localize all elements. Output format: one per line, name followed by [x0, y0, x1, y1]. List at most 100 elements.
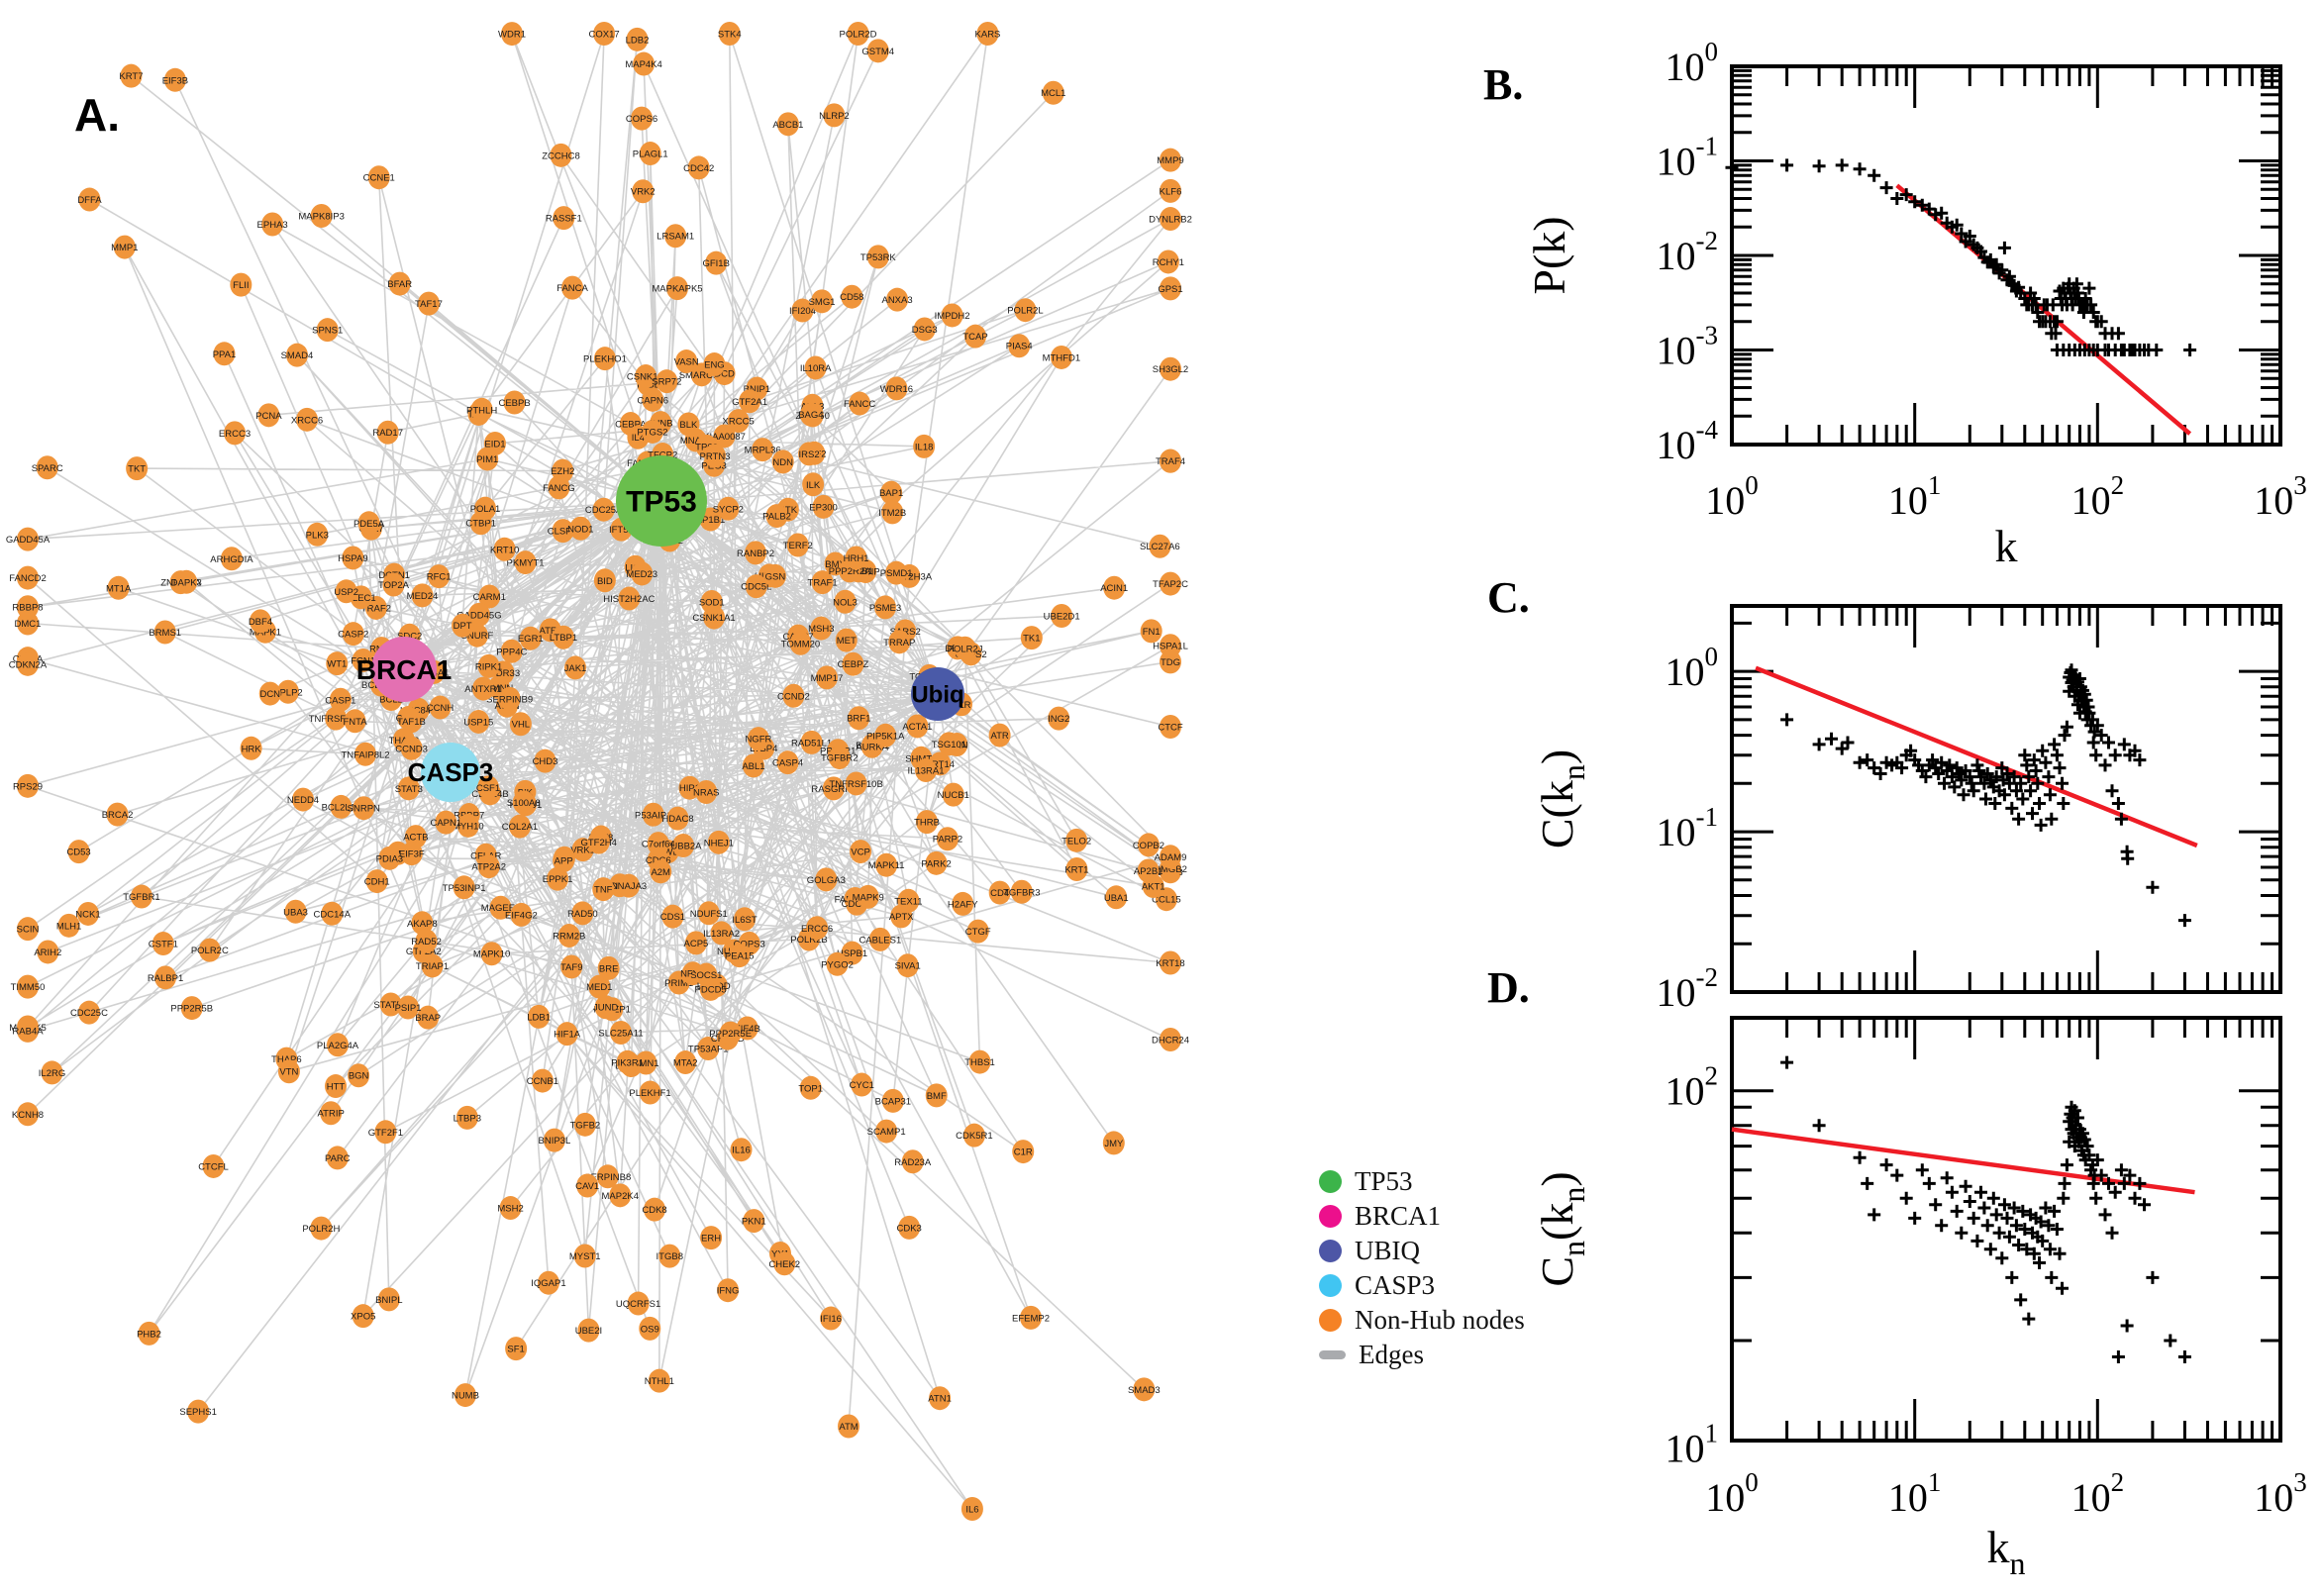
network-node[interactable]: TP53AP1: [688, 1036, 729, 1060]
network-node[interactable]: PPP2R5B: [170, 996, 213, 1021]
network-node[interactable]: FN1: [1140, 619, 1162, 644]
network-node[interactable]: DHCR24: [1152, 1027, 1189, 1051]
network-node[interactable]: TCAP: [962, 324, 988, 349]
network-node[interactable]: POLR2L: [1007, 298, 1044, 323]
network-node[interactable]: RAD51L1: [791, 730, 832, 754]
network-node[interactable]: ABL1: [742, 753, 765, 778]
network-node[interactable]: MSH3: [808, 616, 835, 641]
network-node[interactable]: TELO2: [1061, 828, 1091, 852]
network-node[interactable]: SLC27A6: [1140, 534, 1180, 558]
network-node[interactable]: JAK1: [564, 655, 587, 680]
network-node[interactable]: RRM2B: [553, 924, 585, 948]
network-node[interactable]: CASP4: [772, 750, 803, 775]
network-node[interactable]: PSMD1: [880, 560, 913, 585]
network-node[interactable]: ATP2A2: [471, 854, 506, 879]
network-node[interactable]: PKN1: [742, 1209, 766, 1234]
network-node[interactable]: UBA1: [1104, 885, 1129, 910]
network-node[interactable]: CABLES1: [858, 927, 901, 951]
network-node[interactable]: TNFAIP8L2: [341, 742, 390, 766]
network-node[interactable]: RAB4A: [12, 1018, 44, 1043]
network-node[interactable]: NDUFS1: [690, 901, 728, 926]
network-node[interactable]: MAPK8IP3: [298, 204, 345, 229]
network-node[interactable]: FNTA: [343, 709, 367, 734]
network-node[interactable]: EFEMP2: [1012, 1305, 1050, 1330]
network-node[interactable]: CSNK1A1: [692, 605, 736, 630]
network-node[interactable]: CD58: [840, 284, 863, 309]
network-node[interactable]: APLP2: [273, 679, 303, 704]
network-node[interactable]: TOMM20: [781, 631, 820, 655]
network-node[interactable]: TKT: [126, 456, 149, 481]
network-node[interactable]: ANTXR1: [464, 676, 502, 701]
network-node[interactable]: POLR2D: [840, 22, 877, 46]
network-node[interactable]: NGFR: [745, 727, 772, 751]
network-node[interactable]: SLC25A11: [598, 1021, 644, 1046]
network-node[interactable]: MYST1: [569, 1244, 601, 1268]
network-node[interactable]: ITM2B: [878, 500, 906, 525]
network-node[interactable]: DNAJA3: [611, 873, 647, 898]
network-node[interactable]: IL13RA2: [703, 921, 740, 946]
network-node[interactable]: PHB2: [137, 1321, 161, 1346]
network-node[interactable]: TRAF1: [808, 570, 838, 595]
network-node[interactable]: GADD45G: [456, 602, 502, 627]
network-node[interactable]: ATM: [838, 1414, 860, 1439]
network-node[interactable]: TAF1B: [397, 709, 426, 734]
network-node[interactable]: BRMS1: [149, 620, 181, 645]
network-node[interactable]: ARHGDIA: [210, 547, 253, 571]
network-node[interactable]: BNIPL: [375, 1287, 403, 1312]
network-node[interactable]: PIP5K1A: [866, 723, 905, 748]
network-node[interactable]: IFNG: [717, 1278, 740, 1303]
network-node[interactable]: SMAD4: [281, 343, 314, 367]
network-node[interactable]: GOLGA3: [807, 867, 846, 892]
network-node[interactable]: IL13RA1: [908, 758, 945, 783]
network-node[interactable]: RANBP2: [737, 541, 774, 565]
network-node[interactable]: PCNA: [255, 403, 282, 428]
network-node[interactable]: VCP: [850, 840, 872, 864]
network-node[interactable]: CDK8: [642, 1197, 667, 1222]
network-node[interactable]: MAP2K4: [602, 1183, 640, 1208]
network-node[interactable]: FANCG: [543, 475, 575, 500]
network-node[interactable]: LDB1: [527, 1004, 551, 1029]
network-node[interactable]: TGFBR2: [821, 746, 858, 770]
network-node[interactable]: CDH1: [364, 869, 390, 894]
network-node[interactable]: COPS6: [626, 106, 657, 131]
network-node[interactable]: TGFB2: [570, 1112, 601, 1137]
network-node[interactable]: CCND3: [395, 736, 428, 760]
network-node[interactable]: HRK: [240, 736, 262, 760]
network-node[interactable]: SNRPN: [348, 796, 380, 821]
network-node[interactable]: TRAF4: [1156, 449, 1185, 473]
network-node[interactable]: CARM1: [473, 584, 506, 609]
network-node[interactable]: ERH: [700, 1226, 723, 1250]
network-node[interactable]: EIF4B: [734, 1016, 760, 1041]
network-node[interactable]: ARIH2: [34, 940, 61, 964]
network-node[interactable]: HSPA1L: [1153, 634, 1188, 658]
network-node[interactable]: ING2: [1048, 706, 1069, 731]
network-node[interactable]: SEPHS1: [179, 1399, 217, 1424]
network-node[interactable]: CCND2: [777, 683, 810, 708]
network-node[interactable]: JUND: [593, 995, 618, 1020]
network-node[interactable]: PPP4C: [496, 639, 527, 663]
network-node[interactable]: RASSF1: [546, 206, 582, 231]
network-node[interactable]: PLK3: [306, 522, 329, 547]
network-node[interactable]: P53AIP1: [635, 802, 672, 827]
network-node[interactable]: GADD45A: [6, 527, 50, 551]
network-node[interactable]: EIF4G2: [505, 902, 538, 927]
network-node[interactable]: DCN: [258, 681, 281, 706]
network-node[interactable]: JMY: [1102, 1131, 1125, 1155]
network-node[interactable]: AKAP8: [407, 911, 438, 936]
network-node[interactable]: RAD50: [567, 901, 598, 926]
network-node[interactable]: BCAP31: [875, 1088, 911, 1113]
network-node[interactable]: KRT10: [490, 537, 519, 561]
hub-node-casp3[interactable]: CASP3: [408, 743, 494, 802]
network-node[interactable]: SERPINB9: [486, 686, 533, 711]
network-node[interactable]: IMPDH2: [935, 303, 970, 328]
network-node[interactable]: PLEKHF1: [629, 1080, 671, 1105]
network-node[interactable]: PEA15: [725, 944, 755, 968]
network-node[interactable]: UQCRFS1: [616, 1291, 660, 1316]
network-node[interactable]: CTCF: [1158, 714, 1183, 739]
network-node[interactable]: BAG4: [798, 402, 824, 427]
network-node[interactable]: MMP17: [811, 665, 844, 690]
network-node[interactable]: KLF6: [1160, 178, 1182, 203]
network-node[interactable]: ACTA1: [902, 714, 932, 739]
network-node[interactable]: PKMYT1: [507, 550, 545, 575]
network-node[interactable]: SPNS1: [312, 318, 343, 343]
